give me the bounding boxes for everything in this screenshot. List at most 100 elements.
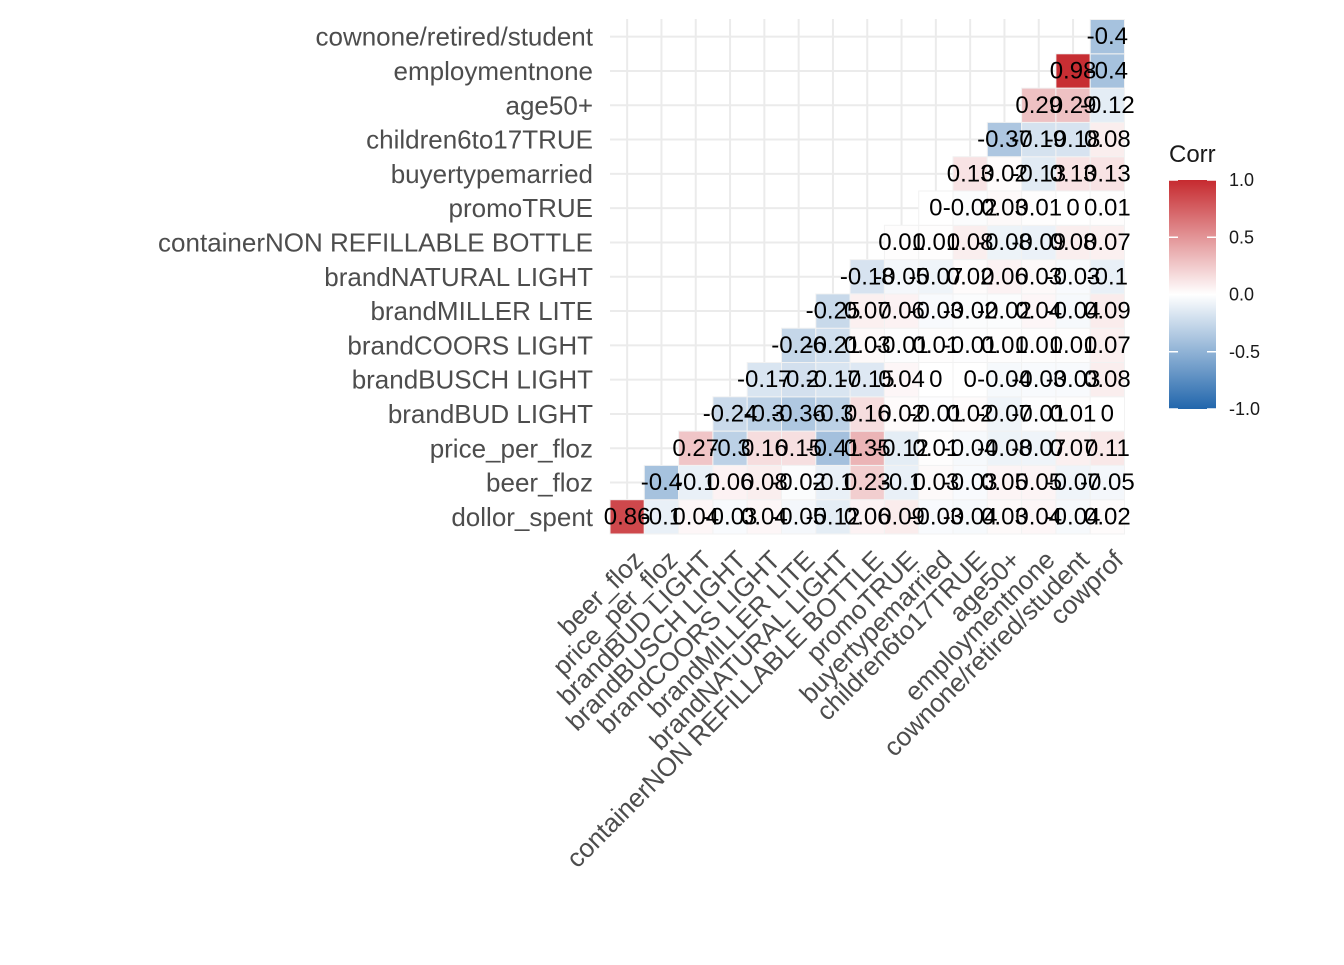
cell-value-label: 0.04 bbox=[672, 503, 719, 530]
cell-value-label: -0.02 bbox=[977, 298, 1032, 325]
cell-value-label: -0.01 bbox=[943, 332, 998, 359]
cell-value-label: 0.01 bbox=[1084, 195, 1131, 222]
heatmap-cell bbox=[986, 224, 1023, 261]
y-tick-label-cownone-retired-student: cownone/retired/student bbox=[315, 22, 593, 52]
cell-value-label: -0.04 bbox=[1046, 503, 1101, 530]
cell-value-label: 0.03 bbox=[981, 503, 1028, 530]
cell-value-label: -0.01 bbox=[908, 400, 963, 427]
heatmap-cell bbox=[746, 499, 783, 535]
cell-value-label: 0.04 bbox=[1015, 503, 1062, 530]
cell-value-label: -0.4 bbox=[641, 469, 682, 496]
y-tick-label-brandcoors-light: brandCOORS LIGHT bbox=[347, 330, 593, 360]
heatmap-cell bbox=[1089, 87, 1125, 123]
heatmap-cell bbox=[1089, 190, 1125, 226]
cell-value-label: 0.15 bbox=[775, 435, 822, 462]
cell-value-label: 0.02 bbox=[878, 400, 925, 427]
cell-value-label: -0.1 bbox=[641, 503, 682, 530]
heatmap-cell bbox=[1089, 53, 1125, 89]
y-tick-label-age50: age50+ bbox=[506, 90, 593, 120]
heatmap-cell bbox=[781, 430, 817, 466]
cell-value-label: -0.1 bbox=[881, 469, 922, 496]
cell-value-label: -0.03 bbox=[703, 503, 758, 530]
heatmap-cell bbox=[1055, 156, 1091, 192]
y-tick-label-brandbud-light: brandBUD LIGHT bbox=[388, 399, 593, 429]
cell-value-label: 0.04 bbox=[741, 503, 788, 530]
cell-value-label: -0.18 bbox=[1046, 126, 1101, 153]
cell-value-label: -0.17 bbox=[806, 366, 861, 393]
cell-value-label: 0.03 bbox=[981, 195, 1028, 222]
cell-value-label: -0.3 bbox=[812, 400, 853, 427]
cell-value-label: -0.17 bbox=[737, 366, 792, 393]
y-tick-label-brandmiller-lite: brandMILLER LITE bbox=[370, 296, 593, 326]
cell-value-label: 0.08 bbox=[1084, 126, 1131, 153]
cell-value-label: -0.1 bbox=[1087, 263, 1128, 290]
cell-value-label: 0.13 bbox=[1084, 160, 1131, 187]
heatmap-cell bbox=[918, 362, 954, 398]
heatmap-cell bbox=[986, 430, 1023, 466]
y-tick-label-containernon-refillable-bottle: containerNON REFILLABLE BOTTLE bbox=[158, 227, 593, 257]
cell-value-label: 0.06 bbox=[844, 503, 891, 530]
heatmap-cell bbox=[849, 293, 885, 329]
heatmap-cell bbox=[1055, 190, 1091, 226]
cell-value-label: 0.04 bbox=[1015, 298, 1062, 325]
cell-value-label: -0.12 bbox=[1080, 92, 1135, 119]
cell-value-label: 0.04 bbox=[878, 366, 925, 393]
legend-tick-label: 1.0 bbox=[1229, 170, 1254, 190]
y-tick-label-dollor-spent: dollor_spent bbox=[451, 502, 593, 532]
legend-tick-label: -1.0 bbox=[1229, 399, 1260, 419]
cell-value-label: 0.08 bbox=[1084, 366, 1131, 393]
heatmap-cell bbox=[1089, 499, 1125, 535]
heatmap-cell bbox=[1089, 430, 1125, 466]
heatmap-cell bbox=[746, 396, 783, 432]
cell-value-label: -0.04 bbox=[977, 366, 1032, 393]
cell-value-label: -0.05 bbox=[1080, 469, 1135, 496]
heatmap-cell bbox=[1089, 293, 1125, 329]
heatmap-cell bbox=[1021, 396, 1057, 432]
heatmap-cell bbox=[1021, 156, 1057, 192]
cell-value-label: -0.03 bbox=[943, 469, 998, 496]
heatmap-cell bbox=[918, 396, 954, 432]
cell-value-label: 0 bbox=[929, 195, 942, 222]
heatmap-cell bbox=[1089, 327, 1125, 364]
cell-value-label: 0.02 bbox=[1084, 503, 1131, 530]
cell-value-label: 0.03 bbox=[1015, 263, 1062, 290]
heatmap-cell bbox=[883, 362, 920, 398]
cell-value-label: 0.01 bbox=[1015, 195, 1062, 222]
y-tick-label-promotrue: promoTRUE bbox=[449, 193, 593, 223]
cell-value-label: -0.4 bbox=[1087, 23, 1128, 50]
heatmap-cell bbox=[986, 499, 1023, 535]
heatmap-cell bbox=[952, 190, 988, 226]
heatmap-cell bbox=[952, 259, 988, 295]
legend-tick-label: -0.5 bbox=[1229, 342, 1260, 362]
legend-title: Corr bbox=[1169, 141, 1216, 168]
heatmap-cell bbox=[986, 293, 1023, 329]
y-axis: dollor_spent beer_floz price_per_floz brand… bbox=[158, 22, 594, 532]
cell-value-label: -0.05 bbox=[874, 263, 929, 290]
cell-value-label: 0.01 bbox=[912, 229, 959, 256]
y-tick-label-buyertypemarried: buyertypemarried bbox=[391, 159, 593, 189]
cell-value-label: -0.2 bbox=[778, 366, 819, 393]
cell-value-label: -0.18 bbox=[840, 263, 895, 290]
heatmap-cell bbox=[1055, 259, 1091, 295]
cell-value-label: 0.07 bbox=[844, 298, 891, 325]
cell-value-label: 0.09 bbox=[878, 503, 925, 530]
heatmap-cell bbox=[1021, 190, 1057, 226]
heatmap-cell bbox=[1089, 19, 1125, 55]
cell-value-label: -0.05 bbox=[771, 503, 826, 530]
cell-value-label: -0.1 bbox=[675, 469, 716, 496]
heatmap-cell bbox=[952, 430, 988, 466]
heatmap-cell bbox=[643, 464, 680, 501]
cell-value-label: -0.12 bbox=[874, 435, 929, 462]
heatmap-cell bbox=[952, 156, 988, 192]
cell-value-label: 0.07 bbox=[1084, 229, 1131, 256]
cell-value-label: 0.13 bbox=[1050, 160, 1097, 187]
cell-value-label: 0.16 bbox=[844, 400, 891, 427]
cell-value-label: -0.01 bbox=[1011, 400, 1066, 427]
cell-value-label: -0.1 bbox=[812, 469, 853, 496]
cell-value-label: -0.36 bbox=[771, 400, 826, 427]
heatmap-cell bbox=[986, 190, 1023, 226]
cell-value-label: -0.03 bbox=[1046, 263, 1101, 290]
cell-value-label: 0.23 bbox=[844, 469, 891, 496]
legend-ticks: 1.0 0.5 0.0 -0.5 -1.0 bbox=[1169, 170, 1260, 419]
